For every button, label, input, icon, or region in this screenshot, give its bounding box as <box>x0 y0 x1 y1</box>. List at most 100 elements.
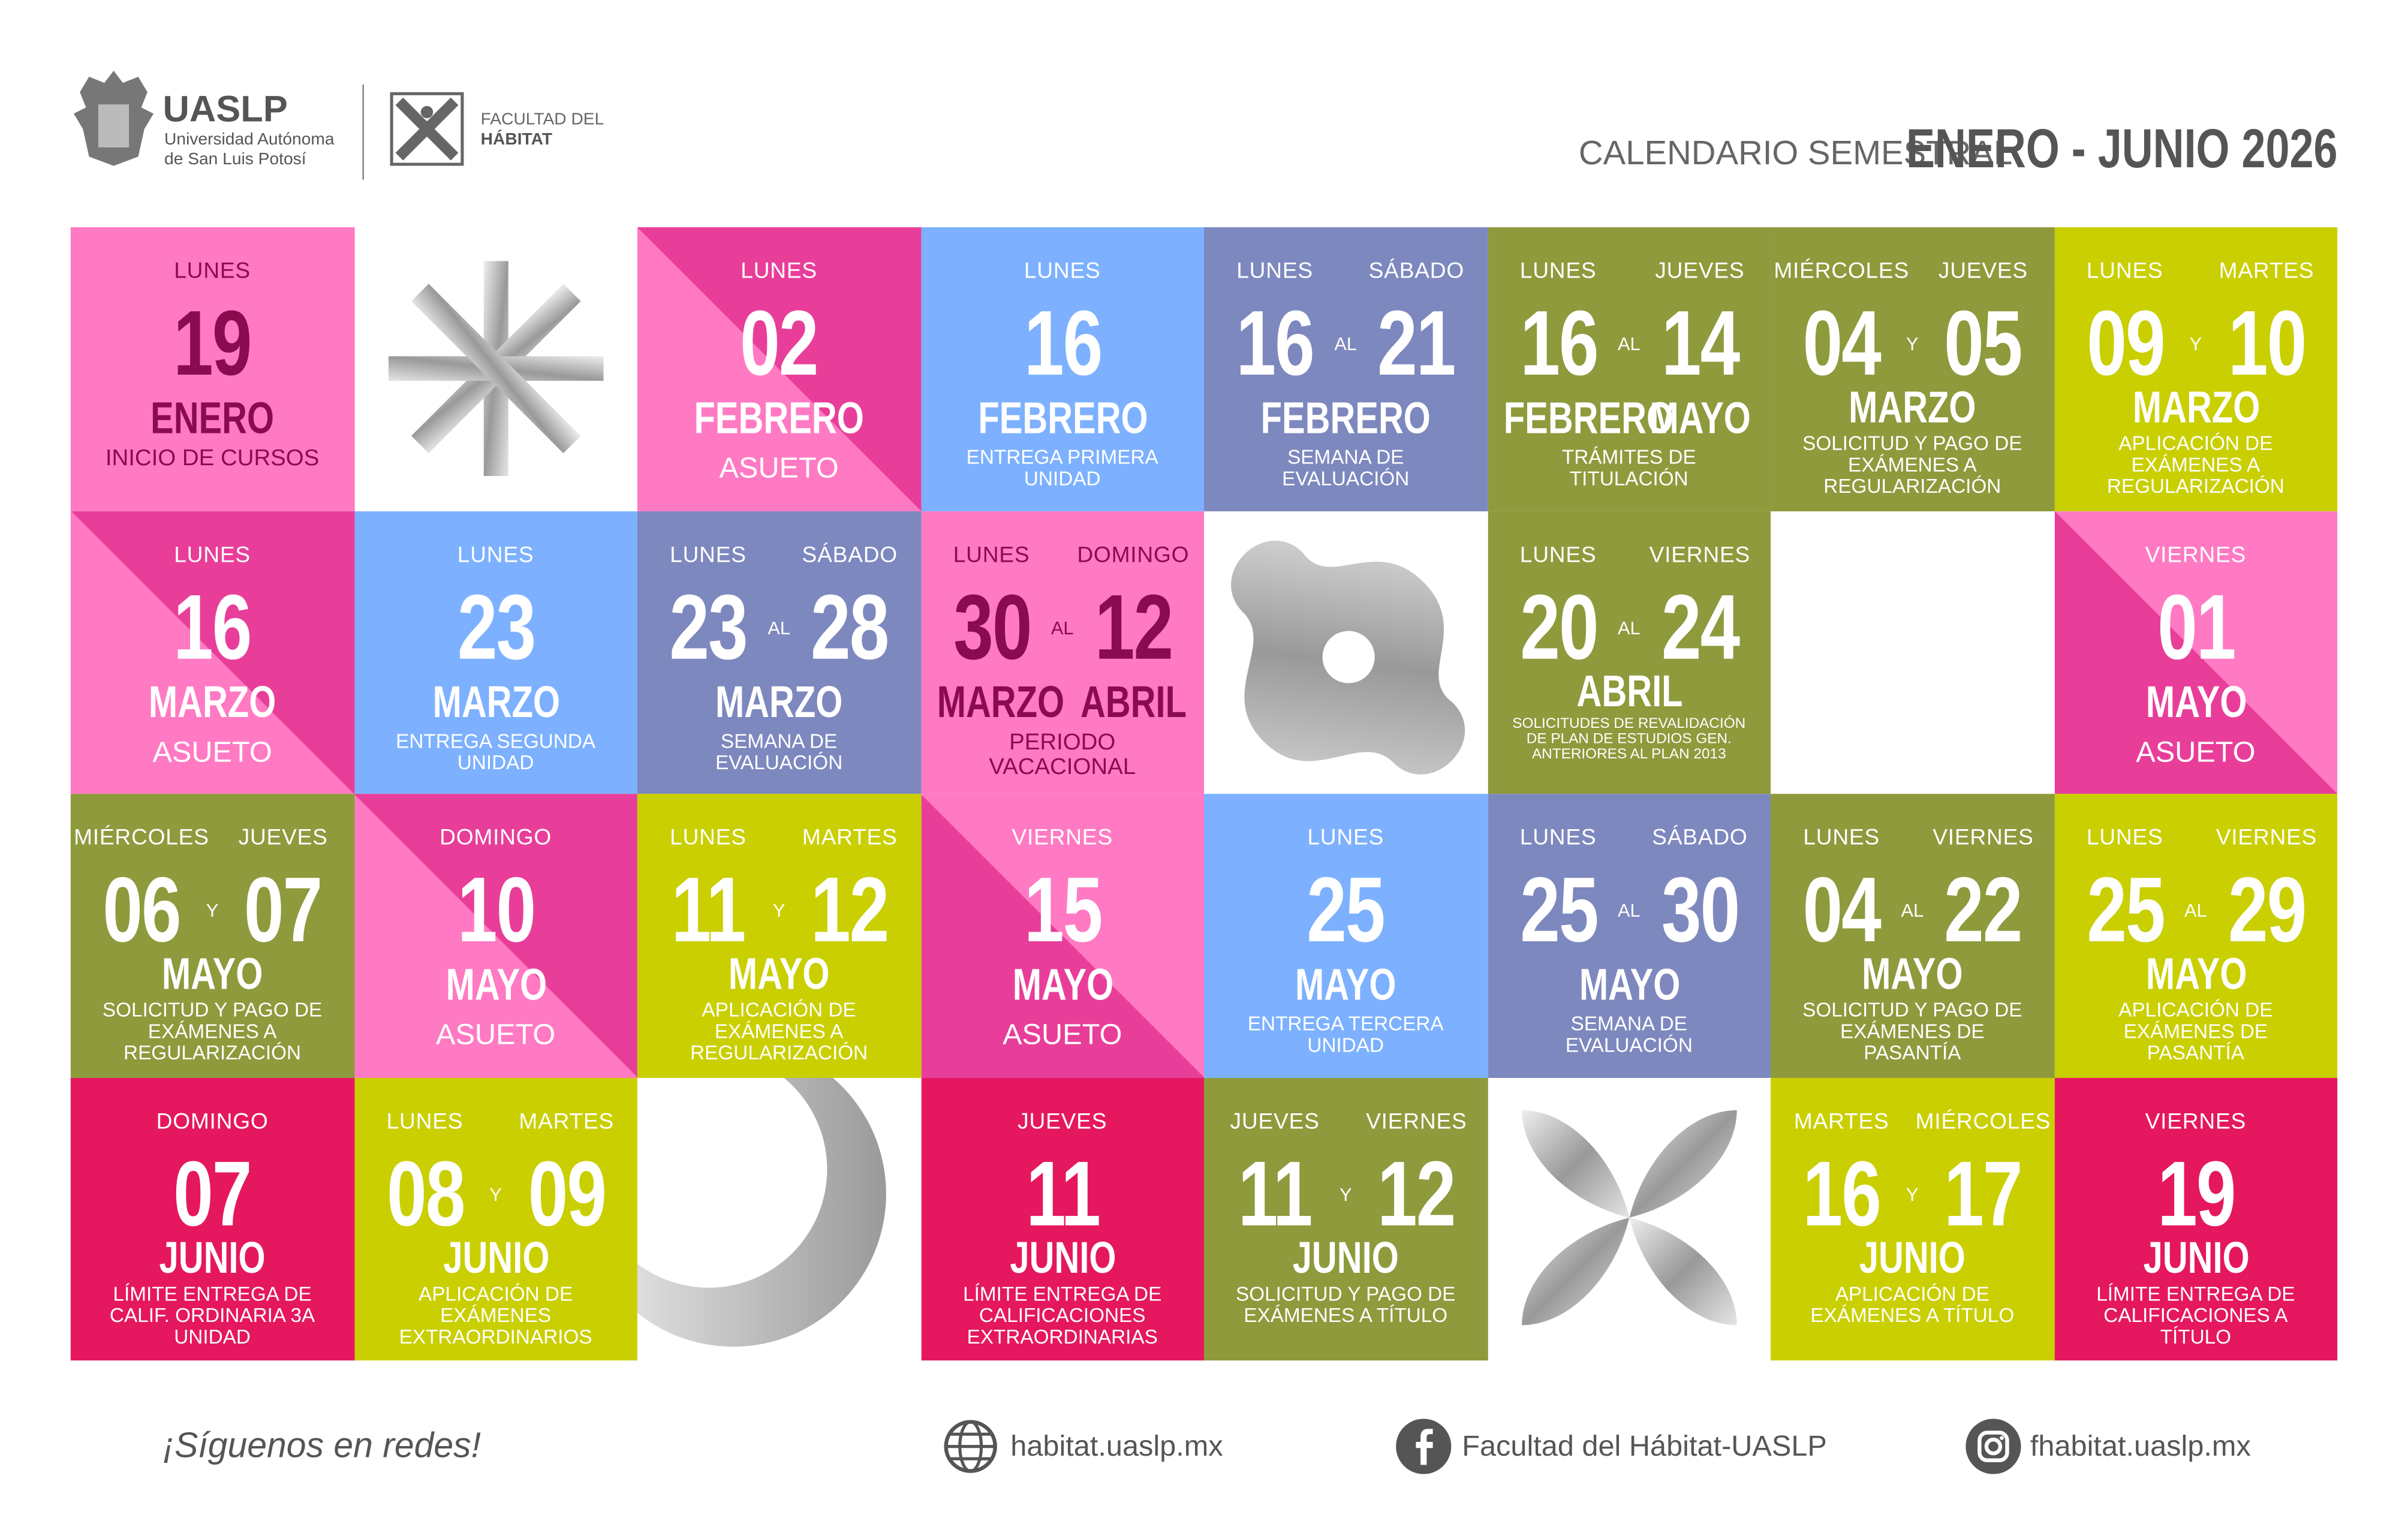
date-cell: LUNES 19 ENERO INICIO DE CURSOS <box>70 227 354 511</box>
date-cell: VIERNES 19 JUNIO LÍMITE ENTREGA DE CALIFICA… <box>2054 1077 2338 1361</box>
month: FEBRERO <box>1260 394 1431 444</box>
weekday: LUNES <box>741 259 817 284</box>
description: LÍMITE ENTREGA DE CALIF. ORDINARIA 3A UN… <box>109 1281 315 1348</box>
weekday: LUNES <box>1307 826 1384 851</box>
connector: Y <box>772 899 785 921</box>
month: JUNIO <box>1859 1233 1965 1283</box>
weekday: VIERNES <box>2145 1109 2247 1134</box>
connector: AL <box>1617 616 1641 638</box>
day-number: 11 <box>1025 1142 1100 1245</box>
brand: UASLP <box>162 89 288 131</box>
date-cell: LUNES VIERNES 25 29 AL MAYO APLICACIÓN DE EXÁM… <box>2054 794 2338 1077</box>
month: MAYO <box>1295 961 1396 1011</box>
connector: AL <box>767 616 790 638</box>
month: MAYO <box>1862 950 1963 1000</box>
weekday: MIÉRCOLES <box>1774 259 1910 284</box>
instagram-link[interactable]: fhabitat.uaslp.mx <box>2030 1431 2251 1463</box>
date-cell: LUNES 16 MARZO ASUETO <box>70 510 354 794</box>
day-number: 12 <box>1377 1142 1456 1245</box>
date-cell: LUNES DOMINGO 30 12 AL MARZO ABRIL PERIODO VACA… <box>920 510 1204 794</box>
weekday: MARTES <box>802 826 898 851</box>
description: APLICACIÓN DE EXÁMENES A REGULARIZACIÓN <box>690 998 868 1065</box>
calendar-label: CALENDARIO SEMESTRAL <box>1578 133 2013 172</box>
connector: AL <box>1617 899 1641 921</box>
weekday: SÁBADO <box>802 543 898 568</box>
date-cell: LUNES 23 MARZO ENTREGA SEGUNDA UNIDAD <box>354 510 637 794</box>
day-number: 07 <box>244 858 323 962</box>
weekday: LUNES <box>1519 543 1597 568</box>
day-number: 28 <box>811 575 890 678</box>
connector: Y <box>489 1183 502 1205</box>
weekday: DOMINGO <box>440 826 552 851</box>
university-line: Universidad Autónoma <box>164 130 335 149</box>
date-cell: MIÉRCOLES JUEVES 06 07 Y MAYO SOLICITUD Y PAGO… <box>70 794 354 1077</box>
weekday: LUNES <box>174 543 251 568</box>
weekday: MIÉRCOLES <box>1915 1109 2051 1134</box>
connector: Y <box>1906 333 1919 355</box>
description: INICIO DE CURSOS <box>105 445 320 472</box>
period: ENERO - JUNIO 2026 <box>1906 116 2338 180</box>
weekday: VIERNES <box>1933 826 2034 851</box>
weekday: VIERNES <box>1366 1109 1467 1134</box>
day-number: 22 <box>1944 858 2023 962</box>
facebook-link[interactable]: Facultad del Hábitat-UASLP <box>1462 1431 1827 1463</box>
month: MAYO <box>1578 961 1680 1011</box>
date-cell: LUNES MARTES 09 10 Y MARZO APLICACIÓN DE EXÁME… <box>2054 227 2338 511</box>
month: MARZO <box>715 677 843 727</box>
university-line: de San Luis Potosí <box>164 150 306 169</box>
day-number: 24 <box>1661 575 1739 678</box>
weekday: JUEVES <box>238 826 328 851</box>
month: JUNIO <box>2142 1233 2249 1283</box>
month: MAYO <box>445 961 546 1011</box>
date-cell: LUNES 02 FEBRERO ASUETO <box>637 227 921 511</box>
day-number: 01 <box>2157 575 2235 678</box>
weekday: SÁBADO <box>1368 259 1465 284</box>
weekday: MARTES <box>1793 1109 1889 1134</box>
date-cell: LUNES SÁBADO 23 28 AL MARZO SEMANA DE EVALUACI… <box>637 510 921 794</box>
weekday: VIERNES <box>2145 543 2247 568</box>
description: SOLICITUDES DE REVALIDACIÓN DE PLAN DE E… <box>1512 715 1746 763</box>
weekday: LUNES <box>670 826 747 851</box>
description: SEMANA DE EVALUACIÓN <box>1565 1011 1693 1057</box>
weekday: MARTES <box>519 1109 615 1134</box>
day-number: 02 <box>740 291 818 395</box>
date-cell: MIÉRCOLES JUEVES 04 05 Y MARZO SOLICITUD Y PAG… <box>1771 227 2054 511</box>
day-number: 16 <box>1024 291 1102 395</box>
weekday: LUNES <box>457 543 534 568</box>
day-number: 11 <box>1238 1142 1313 1245</box>
description: APLICACIÓN DE EXÁMENES A TÍTULO <box>1810 1281 2015 1326</box>
weekday: JUEVES <box>1938 259 2028 284</box>
description: ENTREGA SEGUNDA UNIDAD <box>396 728 596 773</box>
month: JUNIO <box>443 1233 549 1283</box>
description: ASUETO <box>436 1019 556 1052</box>
day-number: 21 <box>1377 291 1456 395</box>
description: SOLICITUD Y PAGO DE EXÁMENES A REGULARIZ… <box>102 998 323 1065</box>
month: MAYO <box>1649 394 1751 444</box>
date-cell: LUNES 16 FEBRERO ENTREGA PRIMERA UNIDAD <box>920 227 1204 511</box>
day-number: 06 <box>103 858 181 962</box>
faculty-line: HÁBITAT <box>480 130 553 149</box>
tagline: ¡Síguenos en redes! <box>162 1424 481 1465</box>
month: FEBRERO <box>1503 394 1673 444</box>
faculty-line: FACULTAD DEL <box>480 110 604 129</box>
habitat-logo <box>390 92 464 166</box>
description: SEMANA DE EVALUACIÓN <box>1282 445 1410 490</box>
day-number: 17 <box>1944 1142 2023 1245</box>
month: FEBRERO <box>694 394 864 444</box>
month: MAYO <box>2145 950 2247 1000</box>
globe-icon <box>944 1420 997 1473</box>
day-number: 12 <box>1094 575 1173 678</box>
connector: AL <box>1617 333 1641 355</box>
description: APLICACIÓN DE EXÁMENES A REGULARIZACIÓN <box>2106 431 2284 498</box>
weekday: VIERNES <box>1649 543 1751 568</box>
connector: Y <box>2189 333 2202 355</box>
month: MARZO <box>936 677 1064 727</box>
description: ASUETO <box>719 453 839 486</box>
website-link[interactable]: habitat.uaslp.mx <box>1010 1431 1223 1463</box>
weekday: LUNES <box>1519 259 1597 284</box>
month: ABRIL <box>1576 667 1682 716</box>
month: MARZO <box>2132 384 2260 433</box>
weekday: VIERNES <box>1012 826 1113 851</box>
date-cell: LUNES MARTES 11 12 Y MAYO APLICACIÓN DE EXÁMEN… <box>637 794 921 1077</box>
connector: Y <box>206 899 219 921</box>
